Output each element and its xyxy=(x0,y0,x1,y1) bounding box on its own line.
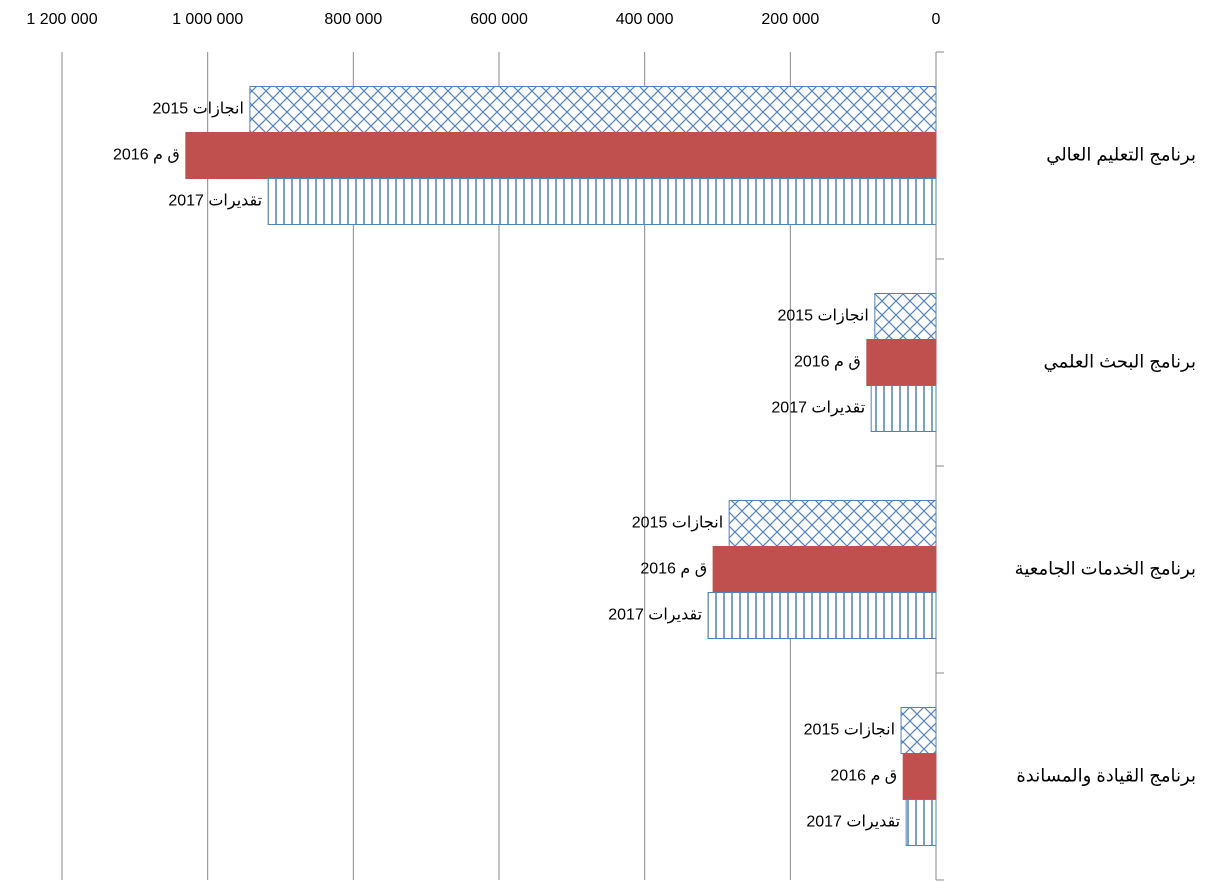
bar xyxy=(185,132,937,179)
bar-label: ق م 2016 xyxy=(113,147,180,164)
bar-label: تقديرات 2017 xyxy=(168,193,262,211)
category-label: برنامج الخدمات الجامعية xyxy=(1015,558,1196,579)
bar-label: ق م 2016 xyxy=(830,768,897,785)
bar-label: انجازات 2015 xyxy=(632,515,723,533)
category-label: برنامج البحث العلمي xyxy=(1044,351,1196,372)
x-tick-label: 800 000 xyxy=(324,11,382,28)
x-tick-label: 1 200 000 xyxy=(26,11,97,28)
x-tick-label: 600 000 xyxy=(470,11,528,28)
bar-label: ق م 2016 xyxy=(640,561,707,578)
bar xyxy=(870,385,937,432)
bar-label: انجازات 2015 xyxy=(777,308,868,326)
bar xyxy=(267,178,937,225)
bar xyxy=(728,500,937,547)
bar xyxy=(712,546,937,593)
bar xyxy=(874,293,937,340)
bar xyxy=(902,753,937,800)
bar xyxy=(900,707,937,754)
bar xyxy=(707,592,937,639)
bar-label: انجازات 2015 xyxy=(153,101,244,119)
category-label: برنامج التعليم العالي xyxy=(1046,144,1196,165)
bar xyxy=(905,799,937,846)
bar-label: تقديرات 2017 xyxy=(608,607,702,625)
bar-label: انجازات 2015 xyxy=(804,722,895,740)
bar-label: ق م 2016 xyxy=(794,354,861,371)
bar xyxy=(249,86,937,133)
bar-label: تقديرات 2017 xyxy=(771,400,865,418)
bar xyxy=(866,339,937,386)
bar-label: تقديرات 2017 xyxy=(806,814,900,832)
x-tick-label: 0 xyxy=(932,11,941,28)
x-tick-label: 1 000 000 xyxy=(172,11,243,28)
category-label: برنامج القيادة والمساندة xyxy=(1016,765,1196,786)
x-tick-label: 200 000 xyxy=(761,11,819,28)
x-tick-label: 400 000 xyxy=(616,11,674,28)
